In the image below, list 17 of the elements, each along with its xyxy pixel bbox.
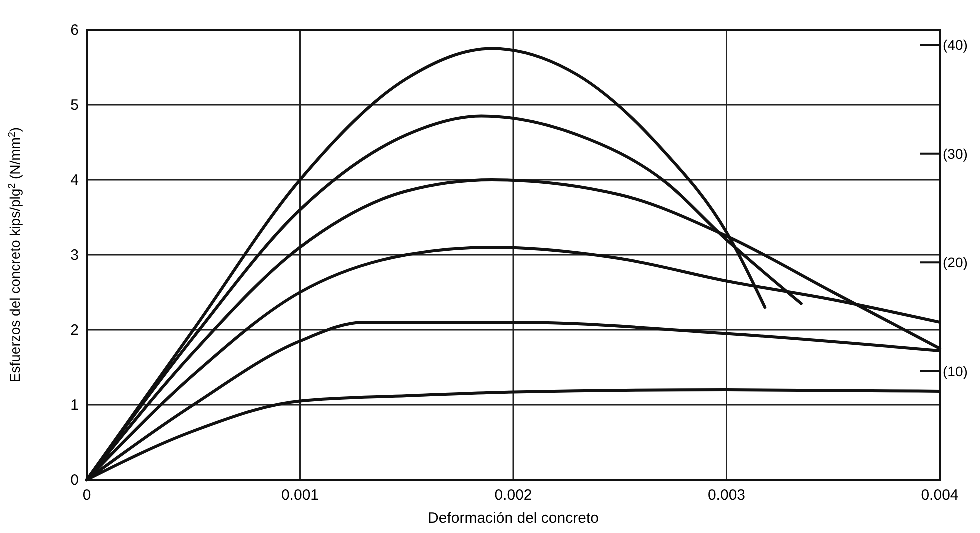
y-tick-label: 1 bbox=[70, 397, 79, 414]
y2-tick-label: (20) bbox=[943, 254, 968, 271]
y2-tick-label: (30) bbox=[943, 146, 968, 162]
y-tick-label: 5 bbox=[70, 97, 79, 114]
y-tick-label: 6 bbox=[70, 22, 79, 39]
x-tick-label: 0.001 bbox=[281, 487, 320, 504]
x-tick-label: 0.004 bbox=[921, 487, 959, 504]
y2-tick-label: (10) bbox=[943, 363, 968, 380]
y-tick-label: 3 bbox=[70, 247, 79, 264]
y-tick-label: 0 bbox=[70, 472, 79, 489]
x-tick-label: 0.002 bbox=[494, 487, 532, 504]
y-tick-label: 2 bbox=[70, 322, 79, 339]
y2-tick-label: (40) bbox=[943, 37, 968, 54]
y-tick-label: 4 bbox=[70, 172, 79, 189]
x-tick-label: 0.003 bbox=[708, 487, 746, 504]
x-axis-title: Deformación del concreto bbox=[428, 510, 599, 527]
x-tick-label: 0 bbox=[82, 487, 92, 504]
